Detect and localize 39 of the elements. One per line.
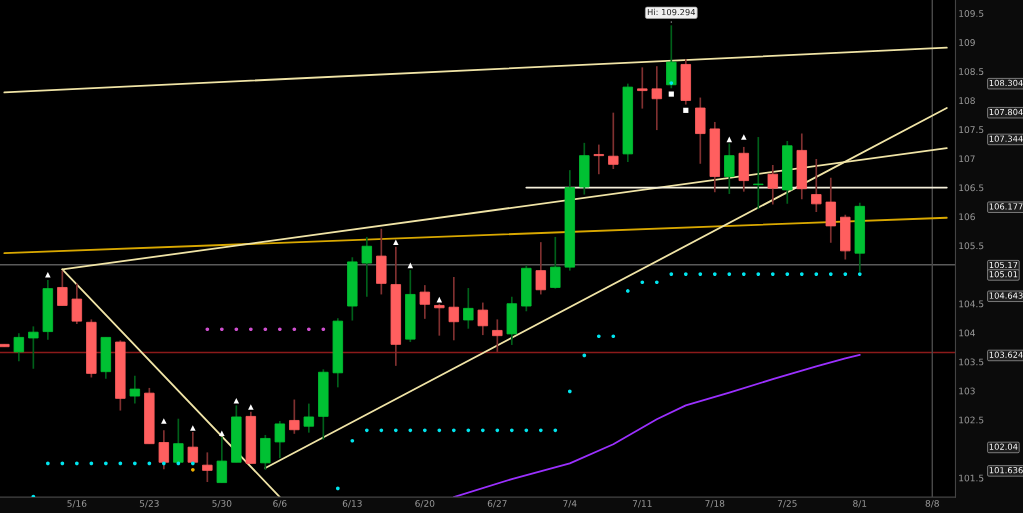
y-tick-label: 105.5: [959, 242, 984, 250]
y2-tick-label: 108.304: [989, 79, 1023, 87]
y2-tick-label: 106.177: [989, 203, 1023, 210]
y2-tick-label: 107.804: [989, 108, 1023, 116]
x-tick-label: 5/23: [139, 500, 159, 508]
x-tick-label: 7/18: [705, 500, 725, 508]
y2-tick-label: 102.04: [989, 443, 1018, 450]
x-tick-label: 6/6: [273, 500, 287, 508]
annotation: Hi: 109.294: [647, 8, 696, 16]
y-tick-label: 107: [959, 155, 975, 163]
y-tick-label: 102.5: [959, 416, 984, 424]
y2-tick-label: 105.01: [989, 271, 1018, 278]
x-tick-label: 5/16: [67, 500, 87, 508]
y-tick-label: 106: [959, 213, 975, 221]
y-tick-label: 103: [959, 387, 975, 395]
y-tick-label: 108: [959, 97, 975, 105]
y-tick-label: 101.5: [959, 474, 984, 482]
y-tick-label: 104.5: [959, 300, 984, 308]
y2-tick-label: 104.643: [989, 292, 1023, 299]
y-tick-label: 108.5: [959, 68, 984, 75]
x-tick-label: 6/20: [415, 500, 435, 508]
y2-tick-label: 105.17: [989, 261, 1018, 269]
y-tick-label: 107.5: [959, 126, 984, 134]
x-tick-label: 7/25: [777, 500, 797, 508]
x-tick-label: 8/1: [853, 500, 867, 508]
y-tick-label: 106.5: [959, 184, 984, 192]
x-tick-label: 6/27: [487, 500, 507, 508]
y-tick-label: 103.5: [959, 358, 984, 366]
y2-tick-label: 107.344: [989, 135, 1023, 142]
x-tick-label: 6/13: [342, 500, 362, 508]
y2-tick-label: 101.636: [989, 467, 1023, 474]
x-tick-label: 7/11: [632, 500, 652, 508]
x-tick-label: 8/8: [925, 500, 939, 508]
y-tick-label: 104: [959, 329, 975, 337]
y-tick-label: 109.5: [959, 10, 984, 17]
x-tick-label: 7/4: [563, 500, 577, 508]
y-tick-label: 109: [959, 39, 975, 46]
y2-tick-label: 103.624: [989, 351, 1023, 358]
x-tick-label: 5/30: [212, 500, 232, 508]
